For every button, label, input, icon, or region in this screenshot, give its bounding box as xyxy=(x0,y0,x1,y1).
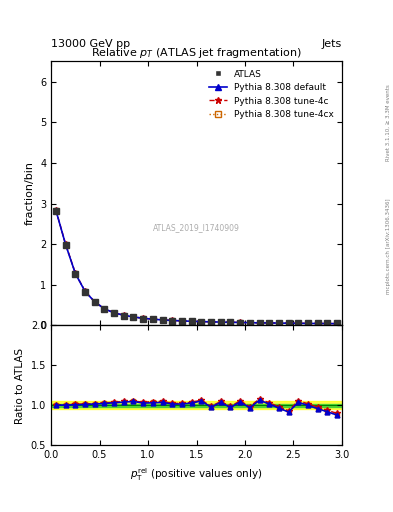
Text: 13000 GeV pp: 13000 GeV pp xyxy=(51,38,130,49)
Title: Relative $p_T$ (ATLAS jet fragmentation): Relative $p_T$ (ATLAS jet fragmentation) xyxy=(91,46,302,60)
X-axis label: $p_{\mathrm{T}}^{\mathrm{rel}}$ (positive values only): $p_{\mathrm{T}}^{\mathrm{rel}}$ (positiv… xyxy=(130,466,263,483)
Text: Rivet 3.1.10, ≥ 3.3M events: Rivet 3.1.10, ≥ 3.3M events xyxy=(386,84,391,161)
Text: mcplots.cern.ch [arXiv:1306.3436]: mcplots.cern.ch [arXiv:1306.3436] xyxy=(386,198,391,293)
Bar xyxy=(51,404,342,407)
Y-axis label: Ratio to ATLAS: Ratio to ATLAS xyxy=(15,347,25,423)
Text: ATLAS_2019_I1740909: ATLAS_2019_I1740909 xyxy=(153,223,240,232)
Text: Jets: Jets xyxy=(321,38,342,49)
Legend: ATLAS, Pythia 8.308 default, Pythia 8.308 tune-4c, Pythia 8.308 tune-4cx: ATLAS, Pythia 8.308 default, Pythia 8.30… xyxy=(205,66,338,123)
Bar xyxy=(51,401,342,410)
Y-axis label: fraction/bin: fraction/bin xyxy=(24,161,35,225)
